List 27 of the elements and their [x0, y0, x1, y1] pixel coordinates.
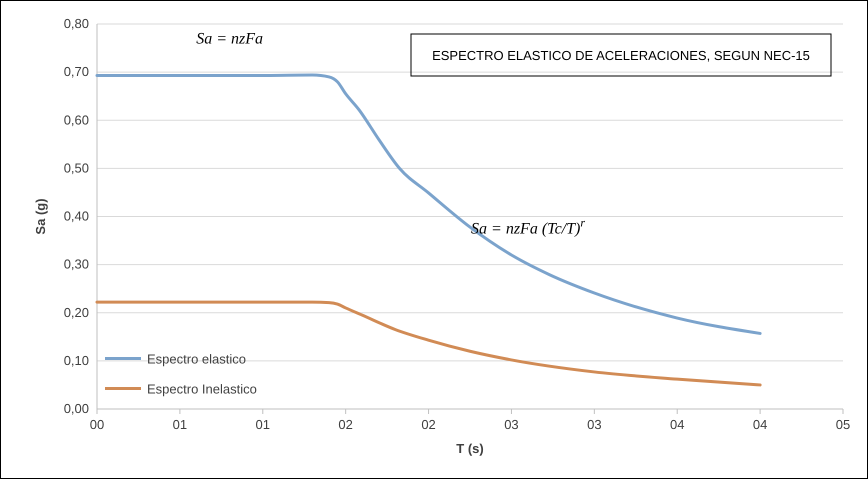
- y-tick-label: 0,10: [64, 352, 89, 368]
- x-tick-label: 02: [421, 417, 436, 432]
- x-tick-label: 04: [752, 417, 768, 432]
- text: ESPECTRO ELASTICO DE ACELERACIONES, SEGUN NEC-15: [432, 48, 810, 63]
- y-tick-label: 0,20: [64, 304, 89, 320]
- y-tick-label: 0,60: [64, 112, 89, 128]
- x-tick-label: 05: [836, 417, 850, 432]
- x-tick-label: 03: [504, 417, 519, 432]
- y-tick-label: 0,30: [64, 256, 89, 272]
- y-axis-title: Sa (g): [33, 198, 48, 235]
- x-tick-label: 04: [670, 417, 684, 432]
- y-tick-label: 0,50: [64, 160, 89, 176]
- annotation: Sa = nzFa: [196, 30, 264, 48]
- legend-label: Espectro Inelastico: [147, 381, 257, 396]
- legend-label: Espectro elastico: [147, 351, 246, 366]
- y-tick-label: 0,00: [64, 401, 89, 416]
- y-tick-label: 0,70: [64, 64, 89, 80]
- x-tick-label: 03: [587, 417, 602, 432]
- y-tick-label: 0,80: [64, 16, 89, 31]
- x-tick-label: 01: [172, 417, 188, 432]
- x-axis-title: T (s): [456, 441, 484, 456]
- annotation: Sa = nzFa (Tc/T)$^{r}$: [471, 215, 586, 238]
- line-series: [96, 74, 762, 335]
- x-tick-label: 00: [90, 417, 104, 432]
- x-tick-label: 01: [256, 417, 270, 432]
- y-tick-label: 0,40: [64, 208, 89, 224]
- x-tick-label: 02: [338, 417, 353, 432]
